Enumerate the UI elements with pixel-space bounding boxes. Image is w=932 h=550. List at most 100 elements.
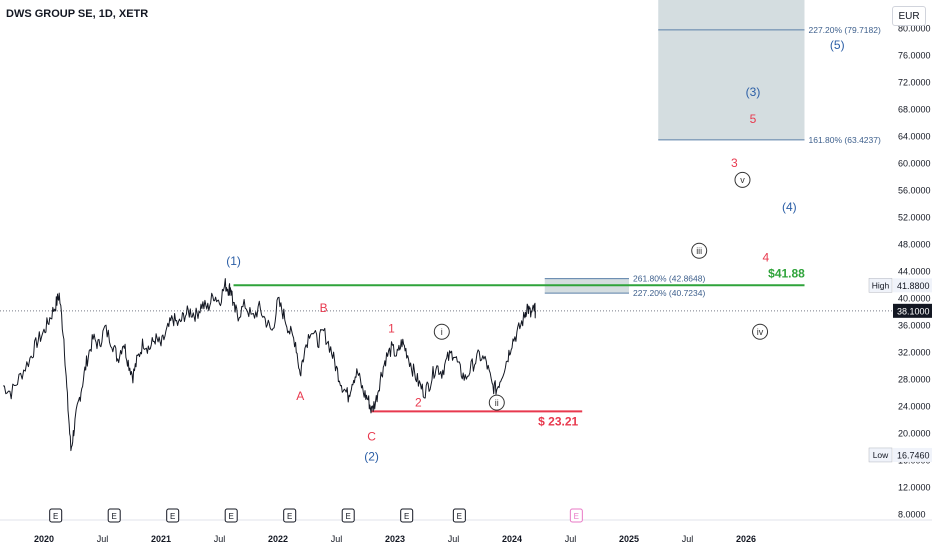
high-badge: High 41.8800 [868,278,932,293]
y-tick-label: 12.0000 [898,483,931,493]
y-tick-label: 76.0000 [898,51,931,61]
high-badge-box [893,278,932,293]
fib-zone [658,0,805,140]
y-tick-label: 80.0000 [898,24,931,34]
price-levels: $41.88 $ 23.21 [0,266,892,428]
x-tick-label: Jul [448,534,460,544]
wave-label-circled: iv [752,323,769,340]
price-level-label: $ 23.21 [538,414,578,428]
y-tick-label: 68.0000 [898,105,931,115]
wave-label: iv [757,327,764,337]
price-level-label: $41.88 [768,266,805,280]
x-tick-label: 2022 [268,534,288,544]
wave-circle [691,242,708,259]
wave-label: (1) [226,254,241,268]
earnings-marker: E [452,508,466,523]
last-price-badge-box [893,303,932,318]
x-tick-label: Jul [97,534,109,544]
earnings-box [49,508,63,523]
y-tick-label: 28.0000 [898,375,931,385]
y-tick-label: 48.0000 [898,240,931,250]
earnings-box [166,508,180,523]
x-tick-label: Jul [331,534,343,544]
wave-circle [488,394,505,411]
high-badge-value: 41.8800 [897,281,930,291]
wave-circle [433,323,450,340]
earnings-label: E [229,512,234,521]
high-badge-label: High [872,280,890,290]
fib-label-upper: 261.80% (42.8648) [633,274,705,284]
earnings-label: E [112,512,117,521]
earnings-marker: E [283,508,297,523]
earnings-box [452,508,466,523]
earnings-label: E [287,512,292,521]
y-tick-label: 52.0000 [898,213,931,223]
y-tick-label: 72.0000 [898,78,931,88]
wave-circle [752,323,769,340]
earnings-marker: E [107,508,121,523]
y-tick-label: 36.0000 [898,321,931,331]
price-line [3,278,536,452]
earnings-marker: E [166,508,180,523]
earnings-label: E [170,512,175,521]
y-tick-label: 56.0000 [898,186,931,196]
wave-label: B [320,301,328,315]
wave-label: iii [696,246,702,256]
wave-label: 1 [388,321,395,335]
fib-label-lower: 227.20% (40.7234) [633,288,705,298]
earnings-marker: E [400,508,414,523]
x-tick-label: 2026 [736,534,756,544]
wave-label: ii [495,398,499,408]
wave-label-circled: ii [488,394,505,411]
x-tick-label: 2024 [502,534,522,544]
x-tick-label: Jul [682,534,694,544]
time-axis[interactable]: 2020 Jul 2021 Jul 2022 Jul 2023 Jul 2024 Jul 2025 J… [0,508,932,544]
y-tick-label: 60.0000 [898,159,931,169]
x-tick-label: Jul [565,534,577,544]
wave-label: (5) [830,38,845,52]
wave-circle [734,171,751,188]
high-badge-tag [868,278,893,293]
y-tick-label: 8.0000 [898,510,926,520]
price-axis[interactable]: 8.000012.000016.000020.000024.000028.000… [868,0,932,550]
low-badge-tag [868,447,893,463]
wave-label: 4 [763,251,770,265]
y-tick-label: 44.0000 [898,267,931,277]
wave-label: A [296,389,304,403]
earnings-box [400,508,414,523]
x-tick-label: Jul [214,534,226,544]
wave-label: i [441,327,443,337]
price-series [3,278,536,452]
earnings-label: E [457,512,462,521]
y-tick-label: 32.0000 [898,348,931,358]
fib-zones: 261.80% (42.8648) 227.20% (40.7234) 227.20… [544,0,881,298]
earnings-box [107,508,121,523]
earnings-label: E [404,512,409,521]
earnings-marker: E [49,508,63,523]
fib-label-lower: 161.80% (63.4237) [809,135,881,145]
low-badge-label: Low [873,450,889,460]
wave-label-circled: i [433,323,450,340]
y-tick-label: 20.0000 [898,429,931,439]
wave-label: 3 [731,156,738,170]
earnings-box [341,508,355,523]
earnings-label: E [53,512,58,521]
wave-label: (3) [746,85,761,99]
wave-label: (2) [364,450,379,464]
currency-button[interactable]: EUR [892,6,926,26]
wave-label: (4) [782,200,797,214]
wave-label-circled: v [734,171,751,188]
y-tick-label: 64.0000 [898,132,931,142]
fib-label-upper: 227.20% (79.7182) [809,25,881,35]
earnings-marker: E [569,508,583,523]
earnings-label: E [574,512,579,521]
earnings-marker: E [341,508,355,523]
low-badge-box [893,447,932,462]
earnings-marker: E [224,508,238,523]
y-tick-label: 24.0000 [898,402,931,412]
chart-title: DWS GROUP SE, 1D, XETR [6,8,149,20]
last-price-badge: 38.1000 [893,303,932,318]
x-tick-label: 2025 [619,534,639,544]
